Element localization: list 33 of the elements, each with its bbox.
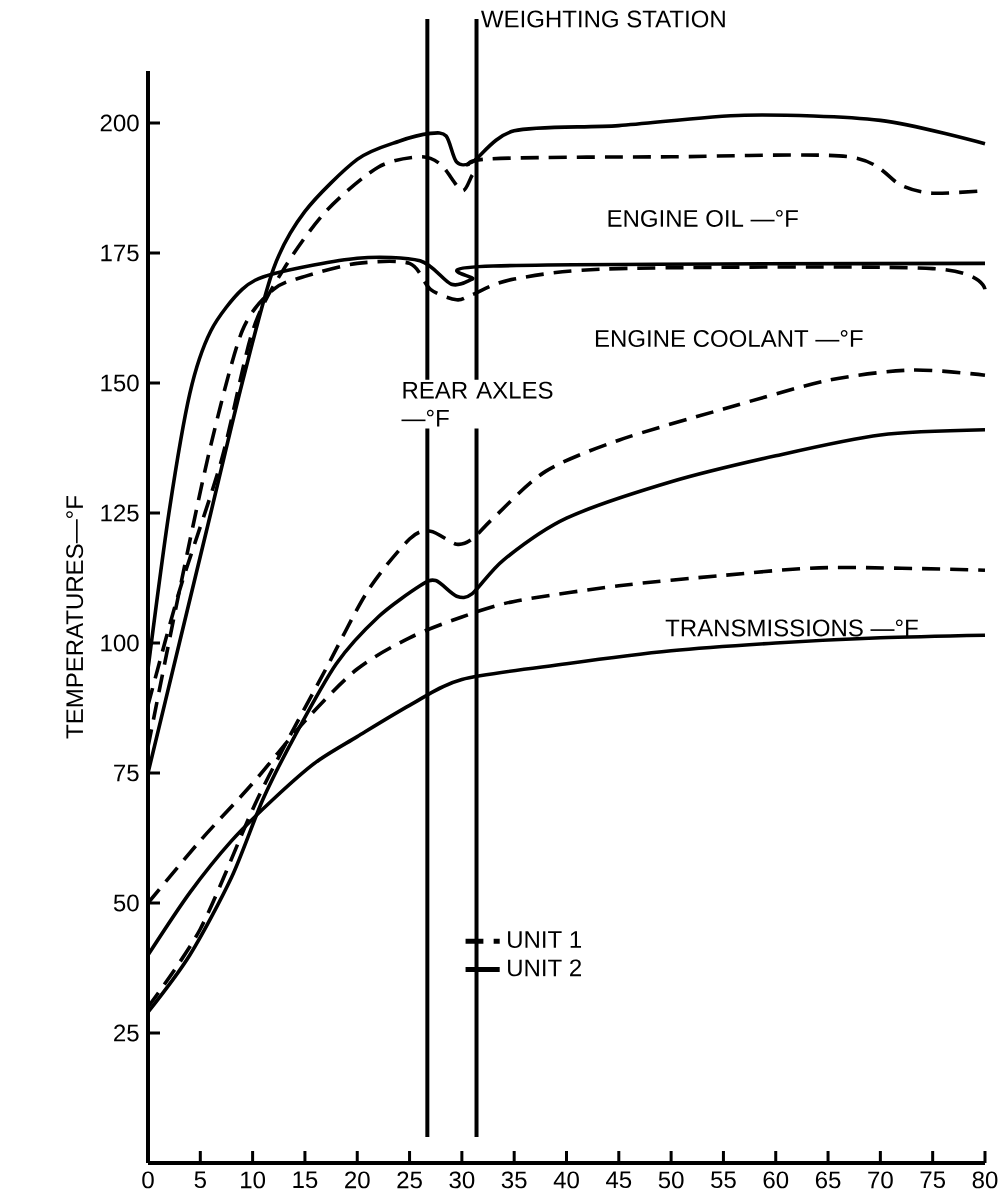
ref-line-label: WEIGHTING STATION: [481, 10, 725, 28]
y-tick-label: 175: [101, 244, 139, 262]
x-tick-label: 75: [920, 1171, 945, 1189]
y-tick-label: 25: [114, 1024, 139, 1042]
x-tick-label: 65: [815, 1171, 841, 1189]
x-tick-label: 50: [658, 1171, 684, 1189]
annotation: ENGINE COOLANT —°F: [595, 330, 863, 348]
x-tick-label: 40: [553, 1171, 579, 1189]
y-axis-title: TEMPERATURES—°F: [66, 496, 84, 739]
legend-label: UNIT 2: [508, 959, 581, 977]
x-tick-label: 45: [606, 1171, 632, 1189]
legend-label: UNIT 1: [508, 931, 582, 949]
y-tick-label: 50: [113, 894, 139, 912]
annotation: REAR AXLES —°F: [401, 381, 553, 427]
x-tick-label: 70: [868, 1171, 893, 1189]
x-tick-label: 10: [241, 1171, 266, 1189]
y-tick-label: 125: [101, 504, 139, 522]
x-tick-label: 25: [397, 1171, 422, 1189]
x-tick-label: 80: [972, 1171, 998, 1189]
y-tick-label: 75: [114, 764, 139, 782]
x-tick-label: 60: [763, 1171, 789, 1189]
y-tick-label: 200: [100, 114, 139, 132]
x-tick-label: 20: [345, 1171, 370, 1189]
x-tick-label: 5: [194, 1171, 206, 1189]
annotation: ENGINE OIL —°F: [608, 209, 798, 227]
x-tick-label: 35: [501, 1171, 527, 1189]
x-tick-label: 0: [142, 1171, 154, 1189]
annotation: TRANSMISSIONS —°F: [665, 619, 918, 637]
x-tick-label: 15: [293, 1171, 318, 1189]
y-tick-label: 100: [101, 634, 139, 652]
x-tick-label: 30: [449, 1171, 475, 1189]
x-tick-label: 55: [711, 1171, 736, 1189]
y-tick-label: 150: [101, 374, 139, 392]
